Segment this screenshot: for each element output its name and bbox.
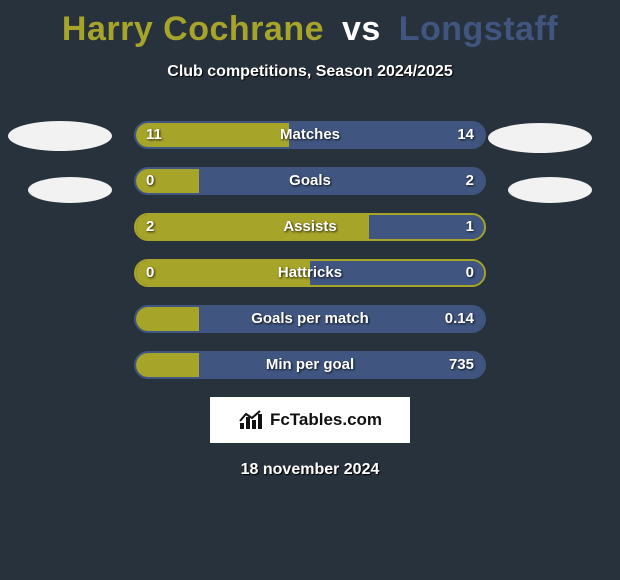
date-label: 18 november 2024 (0, 461, 620, 479)
title-player1: Harry Cochrane (62, 10, 324, 48)
stat-value-left: 0 (146, 169, 154, 193)
stat-value-right: 0 (466, 261, 474, 285)
stat-row: Hattricks0 0 (134, 259, 486, 287)
stats-container: Matches1114Goals02Assists21Hattricks00Go… (134, 121, 486, 379)
stat-row: Goals0 2 (134, 167, 486, 195)
avatar-ellipse (508, 177, 592, 203)
brand-text: FcTables.com (270, 410, 382, 430)
avatar-ellipse (28, 177, 112, 203)
stat-label: Goals (136, 169, 484, 193)
stat-value-left: 11 (146, 123, 162, 147)
fctables-icon (238, 409, 264, 431)
title-player2: Longstaff (399, 10, 558, 48)
stat-row: Assists2 1 (134, 213, 486, 241)
stat-value-right: 735 (449, 353, 474, 377)
stat-value-right: 1 (466, 215, 474, 239)
stat-value-right: 0.14 (445, 307, 474, 331)
stat-row: Min per goal735 (134, 351, 486, 379)
stat-row: Goals per match0.14 (134, 305, 486, 333)
brand-box: FcTables.com (210, 397, 410, 443)
stat-value-left: 0 (146, 261, 154, 285)
stat-label: Matches (136, 123, 484, 147)
title-vs: vs (334, 10, 389, 48)
avatar-ellipse (8, 121, 112, 151)
stat-label: Hattricks (136, 261, 484, 285)
stat-label: Min per goal (136, 353, 484, 377)
subtitle: Club competitions, Season 2024/2025 (0, 63, 620, 81)
stat-row: Matches11 14 (134, 121, 486, 149)
stat-value-right: 14 (457, 123, 474, 147)
stat-label: Assists (136, 215, 484, 239)
comparison-title: Harry Cochrane vs Longstaff (0, 0, 620, 49)
stat-label: Goals per match (136, 307, 484, 331)
stat-value-right: 2 (466, 169, 474, 193)
avatar-ellipse (488, 123, 592, 153)
stat-value-left: 2 (146, 215, 154, 239)
